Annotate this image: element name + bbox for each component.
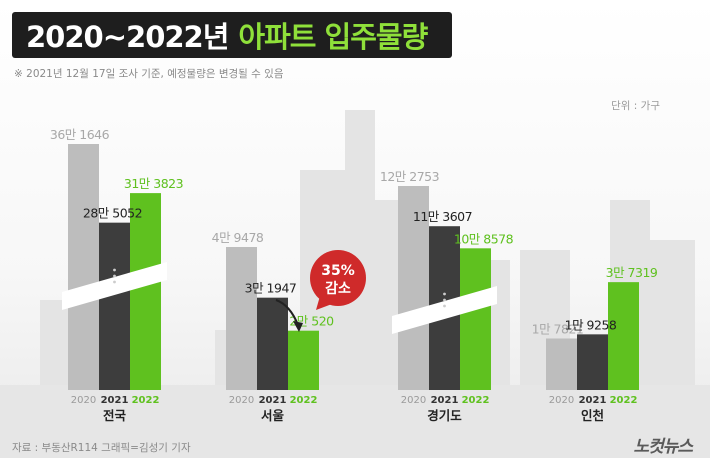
data-label: 1만 9258 <box>565 317 617 332</box>
ground-band <box>0 385 710 458</box>
survey-note: ※ 2021년 12월 17일 조사 기준, 예정물량은 변경될 수 있음 <box>14 68 284 80</box>
data-label: 11만 3607 <box>413 209 472 224</box>
bar-인천-2021 <box>577 334 608 390</box>
year-tick-label: 2022 <box>290 395 318 406</box>
year-tick-label: 2021 <box>259 395 287 406</box>
bar-전국-2021 <box>99 222 130 390</box>
category-label: 경기도 <box>427 408 462 423</box>
year-tick-label: 2020 <box>401 395 426 406</box>
decline-arrow-head <box>293 321 303 332</box>
axis-break-band <box>392 286 497 334</box>
year-tick-label: 2020 <box>229 395 254 406</box>
unit-label: 단위 : 가구 <box>611 100 660 112</box>
skyline-background <box>0 110 710 458</box>
bars <box>62 144 639 390</box>
year-tick-label: 2022 <box>132 395 160 406</box>
data-label: 3만 1947 <box>245 281 297 296</box>
bar-경기도-2020 <box>398 186 429 390</box>
callout-text: 감소 <box>325 280 351 297</box>
callout-tail <box>316 296 332 310</box>
data-label: 10만 8578 <box>454 231 514 246</box>
skyline-building <box>650 240 695 400</box>
data-label: 4만 9478 <box>212 230 264 245</box>
data-label: 31만 3823 <box>124 176 183 191</box>
bar-경기도-2022 <box>460 248 491 390</box>
year-tick-label: 2020 <box>71 395 96 406</box>
year-tick-label: 2022 <box>462 395 490 406</box>
category-label: 전국 <box>103 408 127 423</box>
axis-break-dot <box>113 280 116 284</box>
axis-break-dot <box>443 304 446 308</box>
bar-전국-2022 <box>130 193 161 390</box>
category-label: 인천 <box>581 408 604 423</box>
year-tick-label: 2022 <box>610 395 638 406</box>
bar-서울-2022 <box>288 330 319 390</box>
callout-percent: 35% <box>321 263 355 279</box>
axis-break-dot <box>113 268 116 272</box>
data-label: 36만 1646 <box>50 127 110 142</box>
source-credit: 자료 : 부동산R114 그래픽=김성기 기자 <box>12 442 191 454</box>
year-tick-label: 2021 <box>101 395 129 406</box>
title-main: 2020~2022년 <box>26 20 229 54</box>
bar-서울-2020 <box>226 247 257 390</box>
category-label: 서울 <box>261 408 285 423</box>
title-highlight: 아파트 입주물량 <box>238 20 428 54</box>
data-label: 12만 2753 <box>380 169 439 184</box>
bar-인천-2022 <box>608 282 639 390</box>
bar-인천-2020 <box>546 338 577 390</box>
axis-break-dot <box>443 292 446 296</box>
title-banner: 2020~2022년 아파트 입주물량 <box>12 12 452 58</box>
data-label: 1만 7821 <box>532 321 584 336</box>
decline-callout-bubble <box>310 250 366 306</box>
bar-서울-2021 <box>257 297 288 390</box>
axis-break-band <box>62 262 167 310</box>
labels: 2020 36만 1646 2021 28만 5052 2022 31만 3823 전국 20… <box>50 127 659 423</box>
axis-break-dot <box>443 298 446 302</box>
year-tick-label: 2020 <box>549 395 574 406</box>
data-label: 28만 5052 <box>83 206 142 221</box>
bar-전국-2020 <box>68 144 99 390</box>
publisher-logo: 노컷뉴스 <box>633 437 693 457</box>
year-tick-label: 2021 <box>431 395 459 406</box>
data-label: 3만 7319 <box>606 265 658 280</box>
year-tick-label: 2021 <box>579 395 607 406</box>
axis-break-dot <box>113 274 116 278</box>
